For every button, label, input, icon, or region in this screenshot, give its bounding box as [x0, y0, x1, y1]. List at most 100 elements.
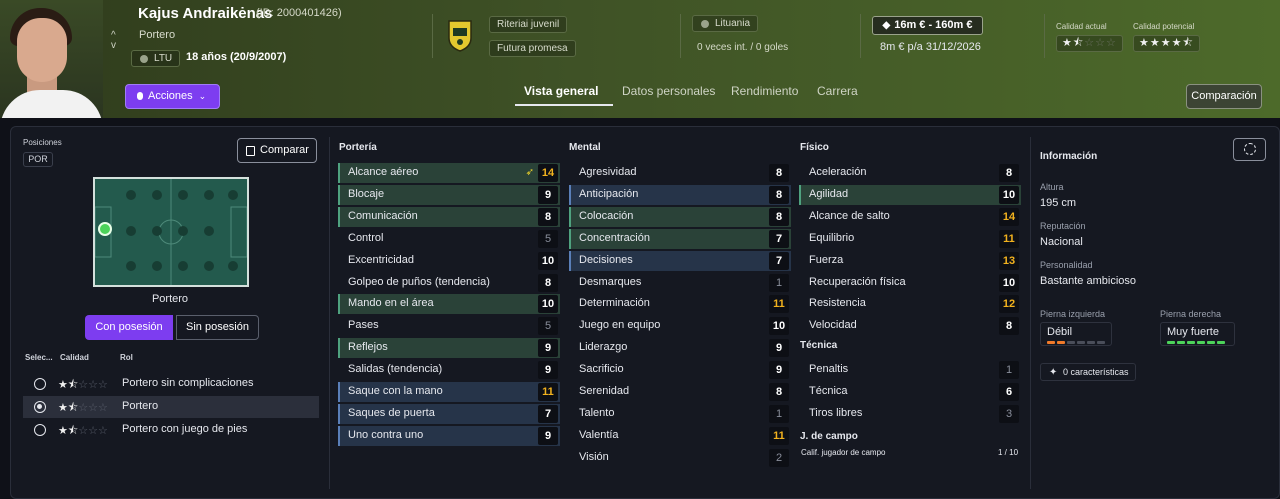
- traits-button[interactable]: ✦ 0 características: [1040, 363, 1136, 381]
- col-role[interactable]: Rol: [120, 353, 133, 362]
- attribute-value: 2: [769, 448, 789, 467]
- pitch-position-dot[interactable]: [126, 190, 136, 200]
- attribute-row[interactable]: Pases 5: [338, 316, 560, 336]
- attribute-row[interactable]: Talento 1: [569, 404, 791, 424]
- club-name[interactable]: Riteriai juvenil: [489, 16, 568, 33]
- attribute-name: Colocación: [579, 209, 634, 222]
- attribute-row[interactable]: Determinación 11: [569, 294, 791, 314]
- attribute-row[interactable]: Velocidad 8: [799, 316, 1021, 336]
- attribute-row[interactable]: Sacrificio 9: [569, 360, 791, 380]
- comparison-button[interactable]: Comparación: [1186, 84, 1262, 109]
- attribute-row[interactable]: Equilibrio 11: [799, 229, 1021, 249]
- tab-overview[interactable]: Vista general: [524, 84, 599, 98]
- attribute-row[interactable]: Decisiones 7: [569, 250, 791, 271]
- role-radio[interactable]: [34, 401, 46, 413]
- attribute-name: Saques de puerta: [348, 406, 435, 419]
- attribute-row[interactable]: Agresividad 8: [569, 163, 791, 183]
- pitch-position-dot[interactable]: [152, 226, 162, 236]
- attribute-row[interactable]: Serenidad 8: [569, 382, 791, 402]
- customize-button[interactable]: [1233, 138, 1266, 161]
- role-radio[interactable]: [34, 378, 46, 390]
- col-select[interactable]: Selec...: [25, 353, 53, 362]
- pitch-position-dot[interactable]: [204, 261, 214, 271]
- pitch-position-dot[interactable]: [178, 190, 188, 200]
- attribute-row[interactable]: Recuperación física 10: [799, 273, 1021, 293]
- attribute-row[interactable]: Blocaje 9: [338, 184, 560, 205]
- attribute-row[interactable]: Liderazgo 9: [569, 338, 791, 358]
- attribute-row[interactable]: Fuerza 13: [799, 251, 1021, 271]
- role-row[interactable]: ★⯪☆☆☆ Portero: [23, 396, 319, 418]
- attribute-value: 1: [769, 273, 789, 292]
- attribute-row[interactable]: Anticipación 8: [569, 184, 791, 205]
- attribute-name: Penaltis: [809, 363, 849, 375]
- nation-badge[interactable]: LTU: [131, 50, 181, 67]
- goalkeeper-position-marker[interactable]: [98, 222, 112, 236]
- pitch-position-dot[interactable]: [178, 226, 188, 236]
- role-name: Portero: [122, 400, 159, 412]
- actions-button[interactable]: Acciones ⌄: [125, 84, 220, 109]
- attribute-row[interactable]: Saques de puerta 7: [338, 403, 560, 424]
- pitch-position-dot[interactable]: [204, 190, 214, 200]
- transfer-value[interactable]: ◆ 16m € - 160m €: [872, 16, 983, 35]
- mental-title: Mental: [569, 142, 601, 153]
- pitch-position-dot[interactable]: [126, 261, 136, 271]
- attribute-name: Talento: [579, 406, 615, 419]
- player-id: (ID: 2000401426): [256, 7, 342, 19]
- attribute-row[interactable]: Agilidad 10: [799, 184, 1021, 205]
- attribute-row[interactable]: Golpeo de puños (tendencia) 8: [338, 273, 560, 293]
- pitch-position-dot[interactable]: [152, 261, 162, 271]
- role-radio[interactable]: [34, 424, 46, 436]
- attribute-row[interactable]: Mando en el área 10: [338, 294, 560, 315]
- attribute-row[interactable]: Técnica 6: [799, 382, 1021, 402]
- pitch-position-dot[interactable]: [152, 190, 162, 200]
- attribute-name: Tiros libres: [809, 406, 863, 419]
- player-age: 18 años (20/9/2007): [186, 51, 287, 63]
- attribute-row[interactable]: Saque con la mano 11: [338, 382, 560, 402]
- pitch-position-dot[interactable]: [204, 226, 214, 236]
- chevron-up-icon[interactable]: ^: [111, 30, 116, 41]
- attribute-row[interactable]: Juego en equipo 10: [569, 316, 791, 336]
- attribute-value: 1: [999, 361, 1019, 379]
- pitch-position-dot[interactable]: [126, 226, 136, 236]
- attribute-row[interactable]: Visión 2: [569, 448, 791, 468]
- attribute-value: 1: [769, 404, 789, 423]
- attribute-row[interactable]: Alcance de salto 14: [799, 207, 1021, 227]
- attribute-value: 11: [538, 383, 558, 401]
- tab-performance[interactable]: Rendimiento: [731, 84, 799, 98]
- role-row[interactable]: ★⯪☆☆☆ Portero con juego de pies: [23, 419, 319, 441]
- col-quality[interactable]: Calidad: [60, 353, 89, 362]
- attribute-row[interactable]: Reflejos 9: [338, 338, 560, 359]
- pitch-position-dot[interactable]: [178, 261, 188, 271]
- compare-button[interactable]: Comparar: [237, 138, 317, 163]
- attribute-name: Anticipación: [579, 187, 639, 200]
- attribute-row[interactable]: Control 5: [338, 229, 560, 249]
- attribute-name: Decisiones: [579, 253, 633, 266]
- attribute-row[interactable]: Concentración 7: [569, 228, 791, 249]
- pitch-position-dot[interactable]: [228, 190, 238, 200]
- without-ball-button[interactable]: Sin posesión: [176, 315, 259, 340]
- attribute-row[interactable]: Desmarques 1: [569, 273, 791, 293]
- role-row[interactable]: ★⯪☆☆☆ Portero sin complicaciones: [23, 373, 319, 395]
- attribute-row[interactable]: Alcance aéreo ➶ 14: [338, 163, 560, 183]
- attribute-row[interactable]: Salidas (tendencia) 9: [338, 360, 560, 380]
- tab-career[interactable]: Carrera: [817, 84, 858, 98]
- attribute-row[interactable]: Valentía 11: [569, 426, 791, 446]
- attribute-row[interactable]: Excentricidad 10: [338, 251, 560, 271]
- pitch-position-dot[interactable]: [228, 261, 238, 271]
- right-foot-box: Muy fuerte: [1160, 322, 1235, 346]
- attribute-row[interactable]: Resistencia 12: [799, 294, 1021, 314]
- country-badge[interactable]: Lituania: [692, 15, 759, 32]
- with-ball-button[interactable]: Con posesión: [85, 315, 173, 340]
- attribute-row[interactable]: Aceleración 8: [799, 163, 1021, 183]
- chevron-down-icon[interactable]: v: [111, 40, 116, 51]
- foot-level-segment: [1187, 341, 1195, 344]
- club-crest-icon[interactable]: [446, 18, 474, 52]
- tab-personal-data[interactable]: Datos personales: [622, 84, 716, 98]
- attribute-row[interactable]: Uno contra uno 9: [338, 425, 560, 446]
- attribute-row[interactable]: Colocación 8: [569, 206, 791, 227]
- attribute-row[interactable]: Penaltis 1: [799, 360, 1021, 380]
- goalkeeping-title: Portería: [339, 142, 377, 153]
- foot-level-segment: [1047, 341, 1055, 344]
- attribute-row[interactable]: Tiros libres 3: [799, 404, 1021, 424]
- attribute-row[interactable]: Comunicación 8: [338, 206, 560, 227]
